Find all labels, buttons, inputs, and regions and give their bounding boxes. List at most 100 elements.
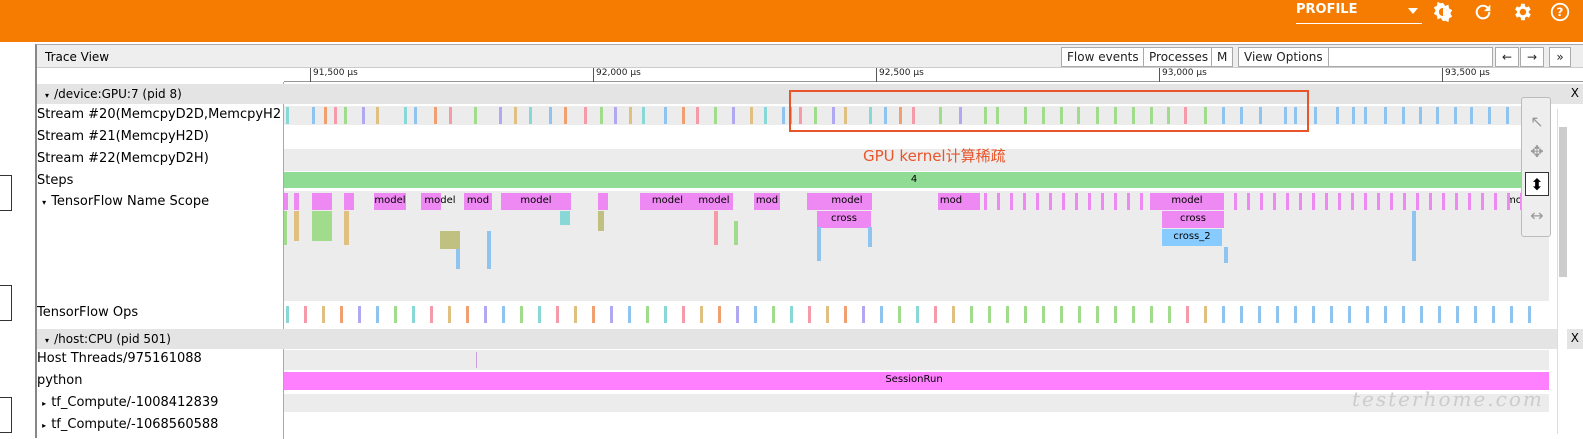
track-tf-name-scope[interactable]: ▾ TensorFlow Name Scope [37,194,283,209]
name-scope-slice[interactable] [294,193,299,210]
trace-slice[interactable] [1114,306,1117,323]
trace-slice[interactable] [764,107,767,124]
more-button[interactable]: » [1549,47,1571,67]
trace-slice[interactable] [286,107,289,124]
trace-slice[interactable] [430,306,433,323]
track-steps[interactable]: Steps [37,173,74,188]
trace-slice[interactable] [520,306,523,323]
prev-result-button[interactable]: ← [1495,47,1519,67]
trace-slice[interactable] [1077,107,1080,124]
trace-slice[interactable] [1436,107,1439,124]
thread-slice[interactable] [476,352,477,368]
name-scope-slice[interactable] [1507,193,1510,210]
trace-slice[interactable] [1168,306,1171,323]
name-scope-slice[interactable] [1403,193,1406,210]
trace-slice[interactable] [529,107,532,124]
trace-slice[interactable] [1420,306,1423,323]
trace-slice[interactable] [376,107,379,124]
trace-slice[interactable] [1258,306,1261,323]
trace-slice[interactable] [1184,107,1187,124]
trace-slice[interactable] [1506,107,1509,124]
trace-slice[interactable] [449,107,452,124]
trace-slice[interactable] [682,107,685,124]
trace-slice[interactable] [1284,107,1287,124]
trace-slice[interactable] [1438,306,1441,323]
trace-slice[interactable] [1060,107,1063,124]
track-tf-compute-2[interactable]: ▸ tf_Compute/-1068560588 [37,417,283,432]
trace-slice[interactable] [1312,306,1315,323]
trace-slice[interactable] [394,306,397,323]
trace-slice[interactable] [1474,306,1477,323]
trace-slice[interactable] [1336,107,1339,124]
select-tool-icon[interactable]: ↖ [1530,112,1544,131]
lane-tf-ops[interactable] [284,304,1549,325]
flow-events-button[interactable]: Flow events [1061,47,1145,67]
name-scope-slice[interactable] [1049,193,1052,210]
close-process-button[interactable]: X [1570,86,1579,100]
trace-slice[interactable] [782,107,785,124]
name-scope-slice[interactable] [1377,193,1380,210]
name-scope-slice[interactable] [754,193,780,210]
trace-slice[interactable] [334,107,337,124]
trace-slice[interactable] [499,107,502,124]
trace-slice[interactable] [1096,306,1099,323]
track-tf-compute-1[interactable]: ▸ tf_Compute/-1008412839 [37,395,283,410]
name-scope-slice[interactable] [1312,193,1315,210]
trace-slice[interactable] [1330,306,1333,323]
trace-slice[interactable] [1078,306,1081,323]
trace-slice[interactable] [614,107,617,124]
trace-slice[interactable] [362,107,365,124]
trace-slice[interactable] [814,107,817,124]
trace-slice[interactable] [939,107,942,124]
trace-slice[interactable] [1276,306,1279,323]
name-scope-slice[interactable] [598,193,608,210]
trace-slice[interactable] [826,306,829,323]
name-scope-slice[interactable] [997,193,1000,210]
trace-slice[interactable] [376,306,379,323]
name-scope-slice[interactable] [344,193,354,210]
lane-stream-21[interactable] [284,128,1549,148]
name-scope-slice[interactable] [456,249,460,269]
trace-slice[interactable] [1167,107,1170,124]
trace-slice[interactable] [808,306,811,323]
trace-slice[interactable] [1259,107,1262,124]
track-tf-ops[interactable]: TensorFlow Ops [37,305,139,320]
processes-button[interactable]: Processes [1143,47,1215,67]
zoom-tool-icon[interactable]: ⬍ [1525,172,1549,196]
next-result-button[interactable]: → [1520,47,1544,67]
trace-slice[interactable] [790,306,793,323]
trace-slice[interactable] [664,107,667,124]
trace-slice[interactable] [988,306,991,323]
name-scope-slice[interactable] [1286,193,1289,210]
settings-icon[interactable] [1511,1,1533,23]
trace-slice[interactable] [312,107,315,124]
trace-slice[interactable] [1186,306,1189,323]
trace-slice[interactable] [1456,306,1459,323]
trace-slice[interactable] [1150,306,1153,323]
trace-slice[interactable] [304,306,307,323]
name-scope-slice[interactable] [284,193,288,210]
refresh-icon[interactable] [1472,1,1494,23]
process-header-gpu[interactable]: ▾ /device:GPU:7 (pid 8) X [37,84,1583,104]
name-scope-slice[interactable] [312,193,332,210]
name-scope-slice[interactable] [1150,193,1224,210]
name-scope-slice[interactable] [817,211,871,228]
trace-slice[interactable] [1132,107,1135,124]
trace-slice[interactable] [646,306,649,323]
trace-slice[interactable] [574,306,577,323]
name-scope-slice[interactable] [1390,193,1393,210]
view-options-button[interactable]: View Options [1238,47,1329,67]
name-scope-slice[interactable] [1429,193,1432,210]
trace-slice[interactable] [869,107,872,124]
trace-slice[interactable] [880,306,883,323]
name-scope-slice[interactable] [1101,193,1104,210]
trace-slice[interactable] [584,107,587,124]
trace-slice[interactable] [700,306,703,323]
name-scope-slice[interactable] [284,211,287,245]
time-ruler[interactable]: 91,500 μs 92,000 μs 92,500 μs 93,000 μs … [284,68,1583,82]
trace-slice[interactable] [832,107,835,124]
track-stream-20[interactable]: Stream #20(MemcpyD2D,MemcpyH2 [37,107,282,122]
trace-slice[interactable] [642,107,645,124]
name-scope-slice[interactable] [1023,193,1026,210]
name-scope-slice[interactable] [440,231,460,249]
